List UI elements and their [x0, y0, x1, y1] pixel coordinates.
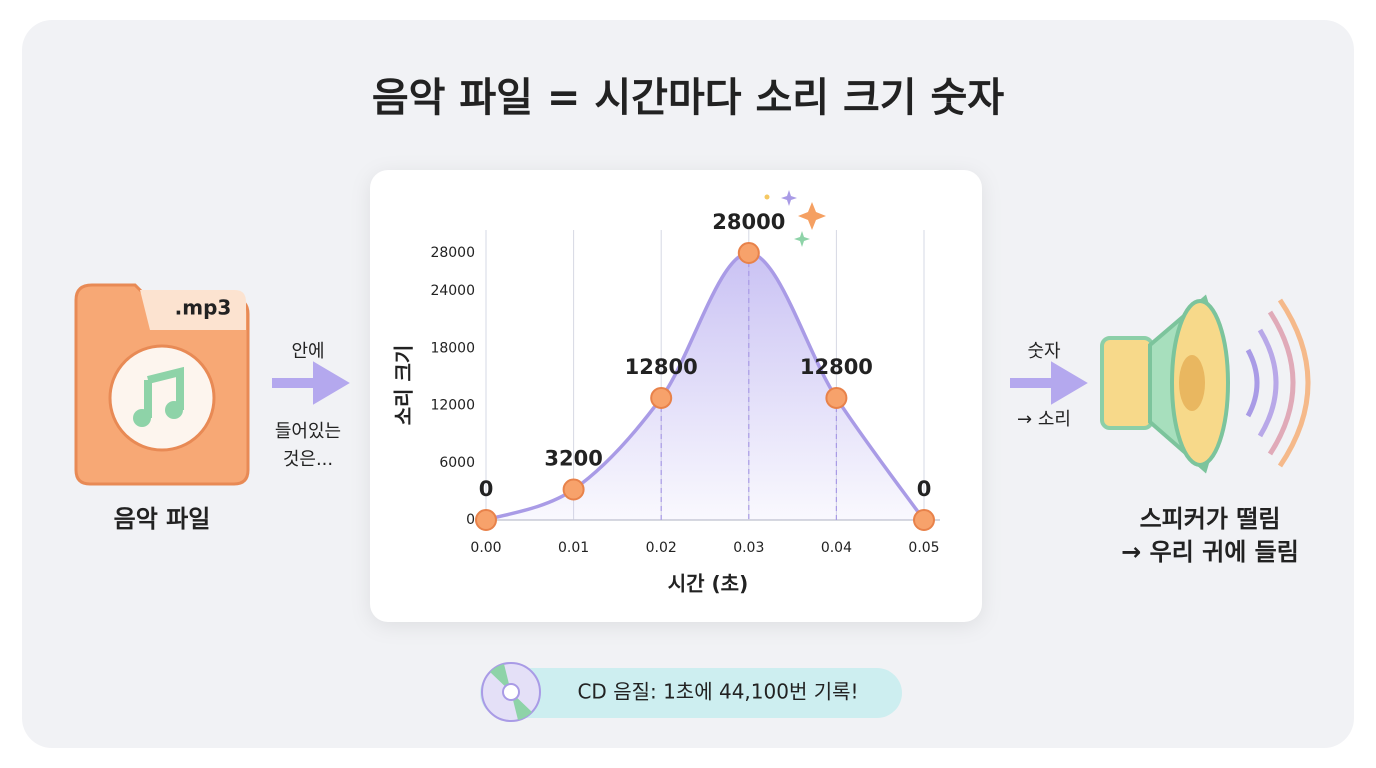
point: [913, 509, 935, 531]
x-tick-label: 0.00: [470, 540, 501, 556]
y-tick-label: 12000: [430, 398, 475, 414]
file-label: 음악 파일: [114, 505, 211, 533]
note-text: CD 음질: 1초에 44,100번 기록!: [577, 680, 858, 704]
point: [650, 386, 673, 409]
arrow: [272, 361, 350, 405]
y-tick-label: 0: [466, 512, 475, 528]
value-label: 28000: [712, 210, 785, 234]
title: 음악 파일 = 시간마다 소리 크기 숫자: [372, 75, 1004, 121]
sparkles: [764, 190, 826, 247]
point: [562, 478, 585, 501]
y-axis-label: 소리 크기: [392, 345, 416, 426]
cd-icon: [481, 662, 541, 722]
speaker-label: 스피커가 떨림: [1140, 505, 1281, 533]
point: [475, 509, 497, 531]
note-pill: [480, 668, 902, 718]
file-icon: [74, 283, 250, 486]
y-tick-label: 6000: [439, 455, 475, 471]
x-tick-label: 0.02: [646, 540, 677, 556]
x-tick-label: 0.05: [908, 540, 939, 556]
value-label: 0: [479, 477, 494, 501]
value-label: 0: [917, 477, 932, 501]
value-label: 12800: [625, 355, 698, 379]
point: [825, 386, 848, 409]
arrow: [1010, 361, 1088, 405]
arrow-text: 안에: [291, 341, 324, 362]
point: [737, 242, 760, 264]
y-tick-label: 28000: [430, 245, 475, 261]
speaker-label: → 우리 귀에 들림: [1121, 538, 1299, 566]
x-tick-label: 0.04: [821, 540, 852, 556]
arrow-text: → 소리: [1017, 409, 1071, 430]
value-label: 12800: [800, 355, 873, 379]
y-tick-label: 24000: [430, 283, 475, 299]
y-tick-label: 18000: [430, 340, 475, 356]
value-label: 3200: [544, 446, 602, 470]
x-tick-label: 0.03: [733, 540, 764, 556]
arrow-text: 숫자: [1027, 341, 1061, 362]
speaker-icon: [1100, 294, 1311, 474]
area: [486, 253, 924, 520]
arrow-text: 들어있는: [275, 421, 341, 442]
arrow-text: 것은...: [283, 449, 333, 470]
file-badge: .mp3: [175, 296, 232, 320]
x-tick-label: 0.01: [558, 540, 589, 556]
x-axis-label: 시간 (초): [668, 572, 748, 596]
